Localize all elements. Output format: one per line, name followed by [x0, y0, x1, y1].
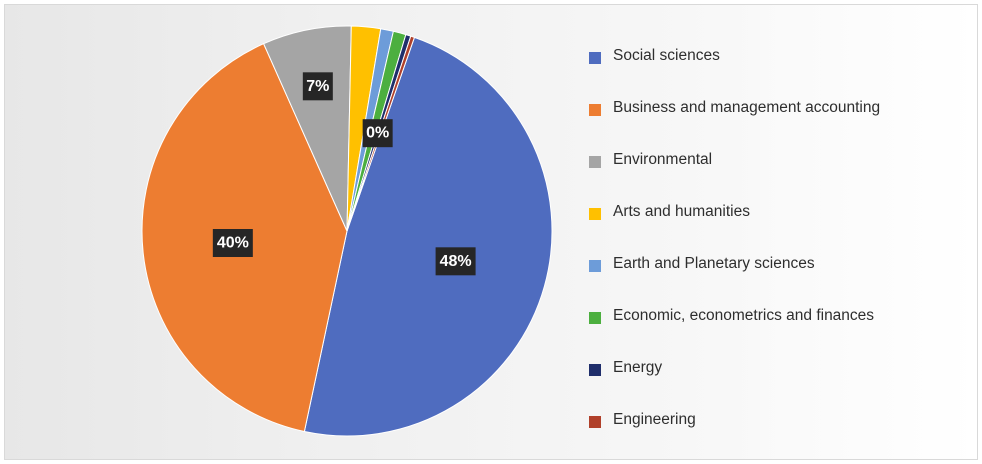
legend-swatch	[589, 156, 601, 168]
svg-text:7%: 7%	[306, 78, 329, 95]
legend-label: Environmental	[613, 151, 713, 168]
legend-swatch	[589, 312, 601, 324]
legend-label: Economic, econometrics and finances	[613, 307, 875, 324]
legend-label: Earth and Planetary sciences	[613, 255, 815, 272]
legend-swatch	[589, 416, 601, 428]
legend-label: Energy	[613, 359, 663, 376]
legend-label: Engineering	[613, 411, 696, 428]
data-label: 7%	[302, 72, 333, 101]
legend-swatch	[589, 364, 601, 376]
legend-swatch	[589, 52, 601, 64]
legend-label: Business and management accounting	[613, 99, 881, 116]
legend-label: Arts and humanities	[613, 203, 750, 220]
data-label: 0%	[362, 119, 393, 148]
legend-swatch	[589, 208, 601, 220]
chart-area: 48% 40% 7% 0% Social sciences Business and m…	[4, 4, 978, 460]
data-label: 48%	[435, 247, 476, 276]
legend-swatch	[589, 260, 601, 272]
data-label: 40%	[212, 228, 253, 257]
pie-slice-social-sciences	[303, 36, 553, 437]
svg-text:40%: 40%	[217, 234, 249, 251]
legend-label: Social sciences	[613, 47, 720, 64]
legend-swatch	[589, 104, 601, 116]
svg-text:0%: 0%	[366, 125, 389, 142]
pie-chart: 48% 40% 7% 0%	[141, 25, 553, 437]
svg-text:48%: 48%	[440, 253, 472, 270]
